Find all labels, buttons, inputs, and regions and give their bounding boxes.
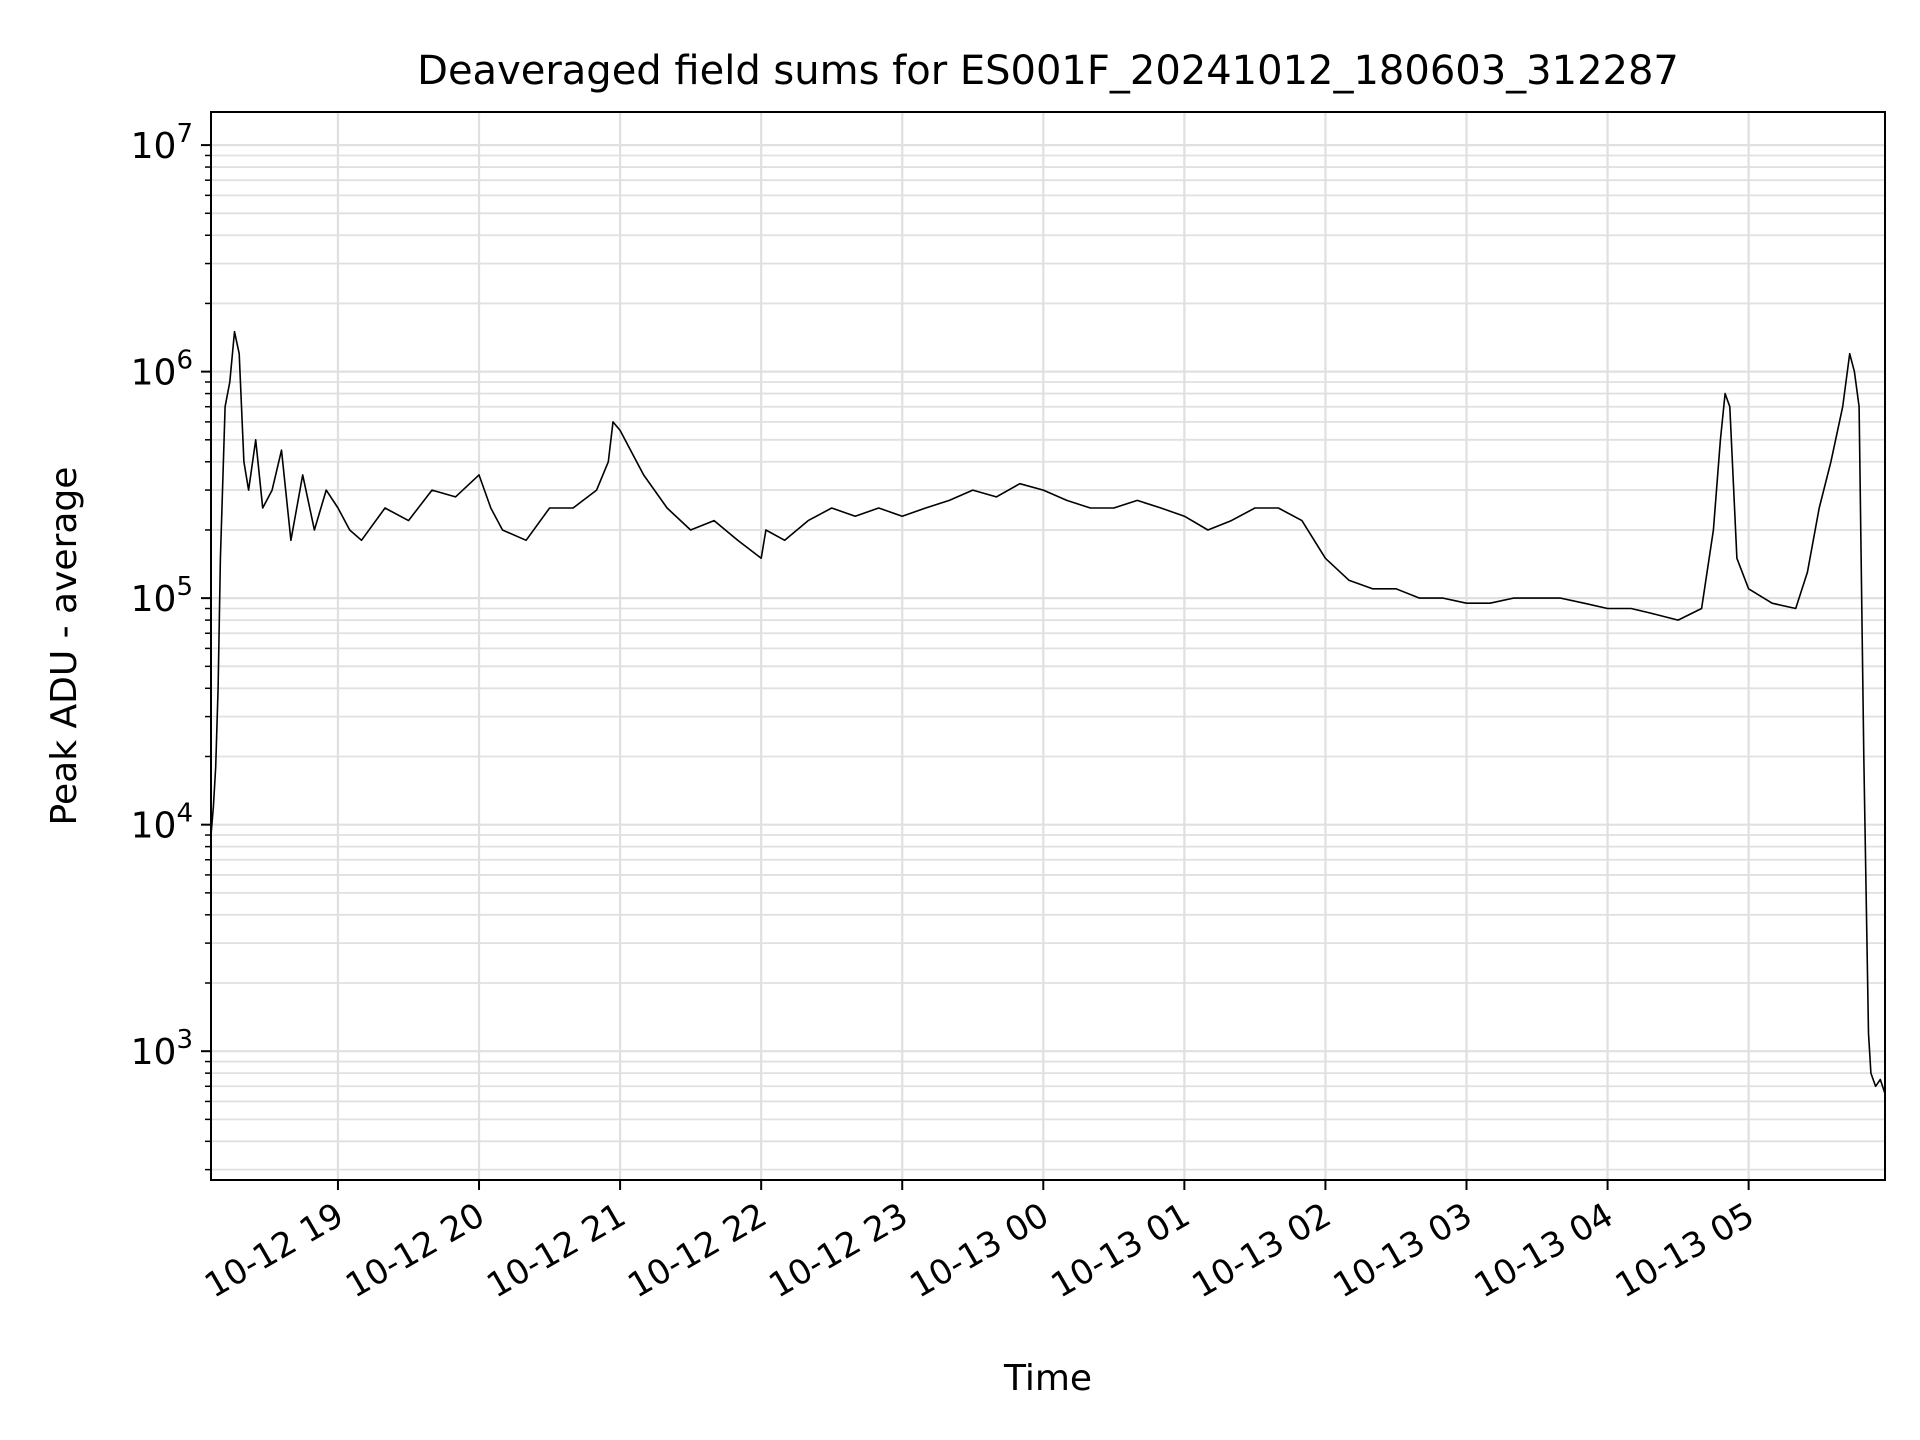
x-axis-label: Time: [1003, 1358, 1092, 1399]
grid: [211, 112, 1885, 1180]
y-tick-label: 107: [131, 119, 193, 167]
series-line: [210, 330, 1886, 1094]
y-axis-label: Peak ADU - average: [44, 467, 85, 826]
chart-title: Deaveraged field sums for ES001F_2024101…: [417, 48, 1679, 94]
axes-frame: [210, 111, 1886, 1181]
plot-area: [210, 330, 1886, 1094]
y-tick-label: 106: [131, 346, 193, 394]
y-tick-label: 104: [131, 799, 193, 847]
y-tick-label: 105: [131, 572, 193, 620]
y-tick-label: 103: [131, 1025, 193, 1073]
